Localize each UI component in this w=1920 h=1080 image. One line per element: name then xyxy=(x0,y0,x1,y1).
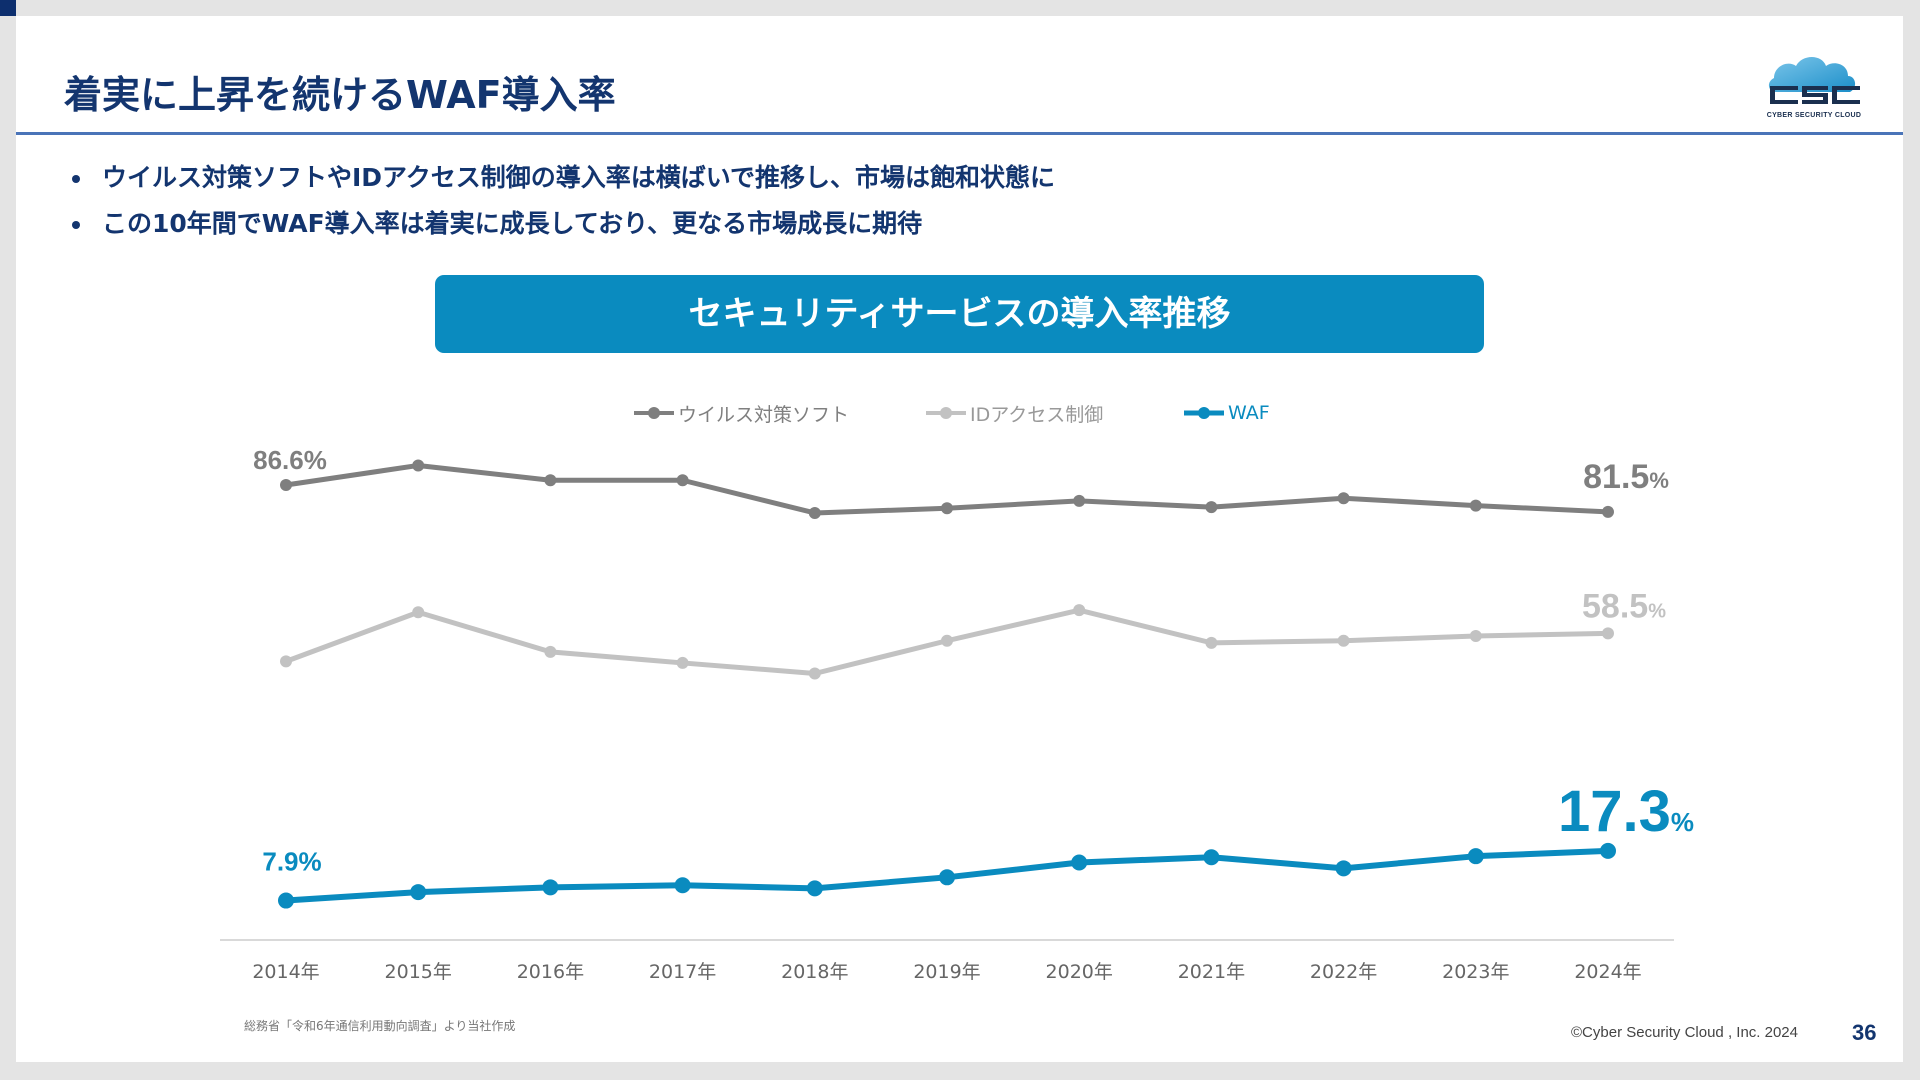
copyright: ©Cyber Security Cloud , Inc. 2024 xyxy=(1571,1024,1798,1041)
data-label-value: 7.9 xyxy=(262,847,298,877)
data-point xyxy=(806,880,823,897)
data-point xyxy=(676,474,689,487)
data-label-value: 81.5 xyxy=(1583,458,1649,496)
data-label-unit: % xyxy=(304,445,327,475)
corner-accent xyxy=(0,0,16,16)
legend-label: IDアクセス制御 xyxy=(970,403,1104,426)
data-point xyxy=(1205,636,1218,649)
data-point xyxy=(280,479,292,491)
x-tick-label: 2019年 xyxy=(913,961,980,983)
data-point xyxy=(542,879,559,896)
data-point xyxy=(410,884,427,901)
data-point xyxy=(1337,634,1350,647)
legend-item-waf: WAF xyxy=(1182,398,1270,428)
legend-label: ウイルス対策ソフト xyxy=(678,403,850,426)
data-label-value: 58.5 xyxy=(1582,587,1648,625)
data-point xyxy=(1337,492,1350,505)
data-label-unit: % xyxy=(1649,468,1669,493)
data-label: 86.6% xyxy=(253,445,327,475)
data-point xyxy=(280,655,292,668)
data-label-value: 17.3 xyxy=(1558,779,1671,844)
data-point xyxy=(278,892,294,909)
data-label: 17.3% xyxy=(1558,779,1694,844)
data-label: 58.5% xyxy=(1582,587,1666,625)
x-tick-label: 2022年 xyxy=(1310,961,1377,983)
data-label: 7.9% xyxy=(262,847,321,877)
page-number: 36 xyxy=(1852,1020,1877,1045)
x-tick-label: 2017年 xyxy=(649,961,716,983)
bullet-text: この10年間でWAF導入率は着実に成長しており、更なる市場成長に期待 xyxy=(102,209,923,238)
data-point xyxy=(1335,860,1352,877)
data-point xyxy=(939,869,955,886)
data-point xyxy=(1467,848,1484,865)
data-point xyxy=(941,502,953,515)
line-chart: 2014年 2015年 2016年 2017年 2018年 2019年 2020年 2021年… xyxy=(220,445,1694,983)
data-label: 81.5% xyxy=(1583,458,1669,496)
data-point xyxy=(1602,627,1614,640)
slide: 着実に上昇を続けるWAF導入率 CYBER SECURITY CLOUD ウイル… xyxy=(16,16,1903,1062)
bullet-text: ウイルス対策ソフトやIDアクセス制御の導入率は横ばいで推移し、市場は飽和状態に xyxy=(102,163,1056,192)
cloud-logo-icon xyxy=(1768,57,1860,104)
legend-item-virus: ウイルス対策ソフト xyxy=(632,398,849,428)
data-point xyxy=(412,459,425,472)
data-point xyxy=(676,656,689,669)
data-label-unit: % xyxy=(1648,600,1666,622)
chart-title-banner: セキュリティサービスの導入率推移 xyxy=(435,275,1484,353)
source-note: 総務省「令和6年通信利用動向調査」より当社作成 xyxy=(244,1019,516,1033)
data-point xyxy=(674,877,691,894)
data-point xyxy=(1073,604,1086,617)
data-point xyxy=(1600,842,1616,859)
data-point xyxy=(1602,505,1614,518)
bullet-item: この10年間でWAF導入率は着実に成長しており、更なる市場成長に期待 xyxy=(62,202,1055,248)
data-point xyxy=(1469,630,1482,643)
x-tick-label: 2023年 xyxy=(1442,961,1509,983)
slide-title: 着実に上昇を続けるWAF導入率 xyxy=(64,73,616,117)
data-point xyxy=(941,634,953,647)
data-point xyxy=(808,667,821,680)
data-label-unit: % xyxy=(299,847,322,877)
x-tick-label: 2018年 xyxy=(781,961,848,983)
data-point xyxy=(1205,501,1218,514)
data-label-unit: % xyxy=(1671,807,1694,837)
company-logo: CYBER SECURITY CLOUD xyxy=(1754,46,1874,136)
data-point xyxy=(544,474,557,487)
legend-marker-icon xyxy=(634,407,674,419)
data-point xyxy=(544,645,557,658)
data-point xyxy=(1073,494,1086,507)
legend-label: WAF xyxy=(1228,402,1270,424)
bullet-list: ウイルス対策ソフトやIDアクセス制御の導入率は横ばいで推移し、市場は飽和状態に … xyxy=(62,156,1055,248)
data-point xyxy=(1469,499,1482,512)
x-tick-label: 2021年 xyxy=(1178,961,1245,983)
data-point xyxy=(808,506,821,519)
x-tick-label: 2014年 xyxy=(252,961,319,983)
chart-legend: ウイルス対策ソフト IDアクセス制御 WAF xyxy=(16,398,1903,428)
x-tick-label: 2016年 xyxy=(517,961,584,983)
data-point xyxy=(412,606,425,619)
legend-marker-icon xyxy=(926,407,966,419)
data-point xyxy=(1203,849,1220,866)
bullet-dot-icon xyxy=(72,221,80,229)
data-label-value: 86.6 xyxy=(253,445,304,475)
logo-tagline: CYBER SECURITY CLOUD xyxy=(1766,112,1862,119)
title-divider xyxy=(16,132,1903,135)
x-tick-label: 2024年 xyxy=(1574,961,1641,983)
data-point xyxy=(1071,854,1088,871)
x-tick-label: 2015年 xyxy=(385,961,452,983)
x-tick-label: 2020年 xyxy=(1046,961,1113,983)
legend-marker-icon xyxy=(1184,407,1224,419)
bullet-item: ウイルス対策ソフトやIDアクセス制御の導入率は横ばいで推移し、市場は飽和状態に xyxy=(62,156,1055,202)
legend-item-id-access: IDアクセス制御 xyxy=(924,398,1103,428)
bullet-dot-icon xyxy=(72,175,80,183)
